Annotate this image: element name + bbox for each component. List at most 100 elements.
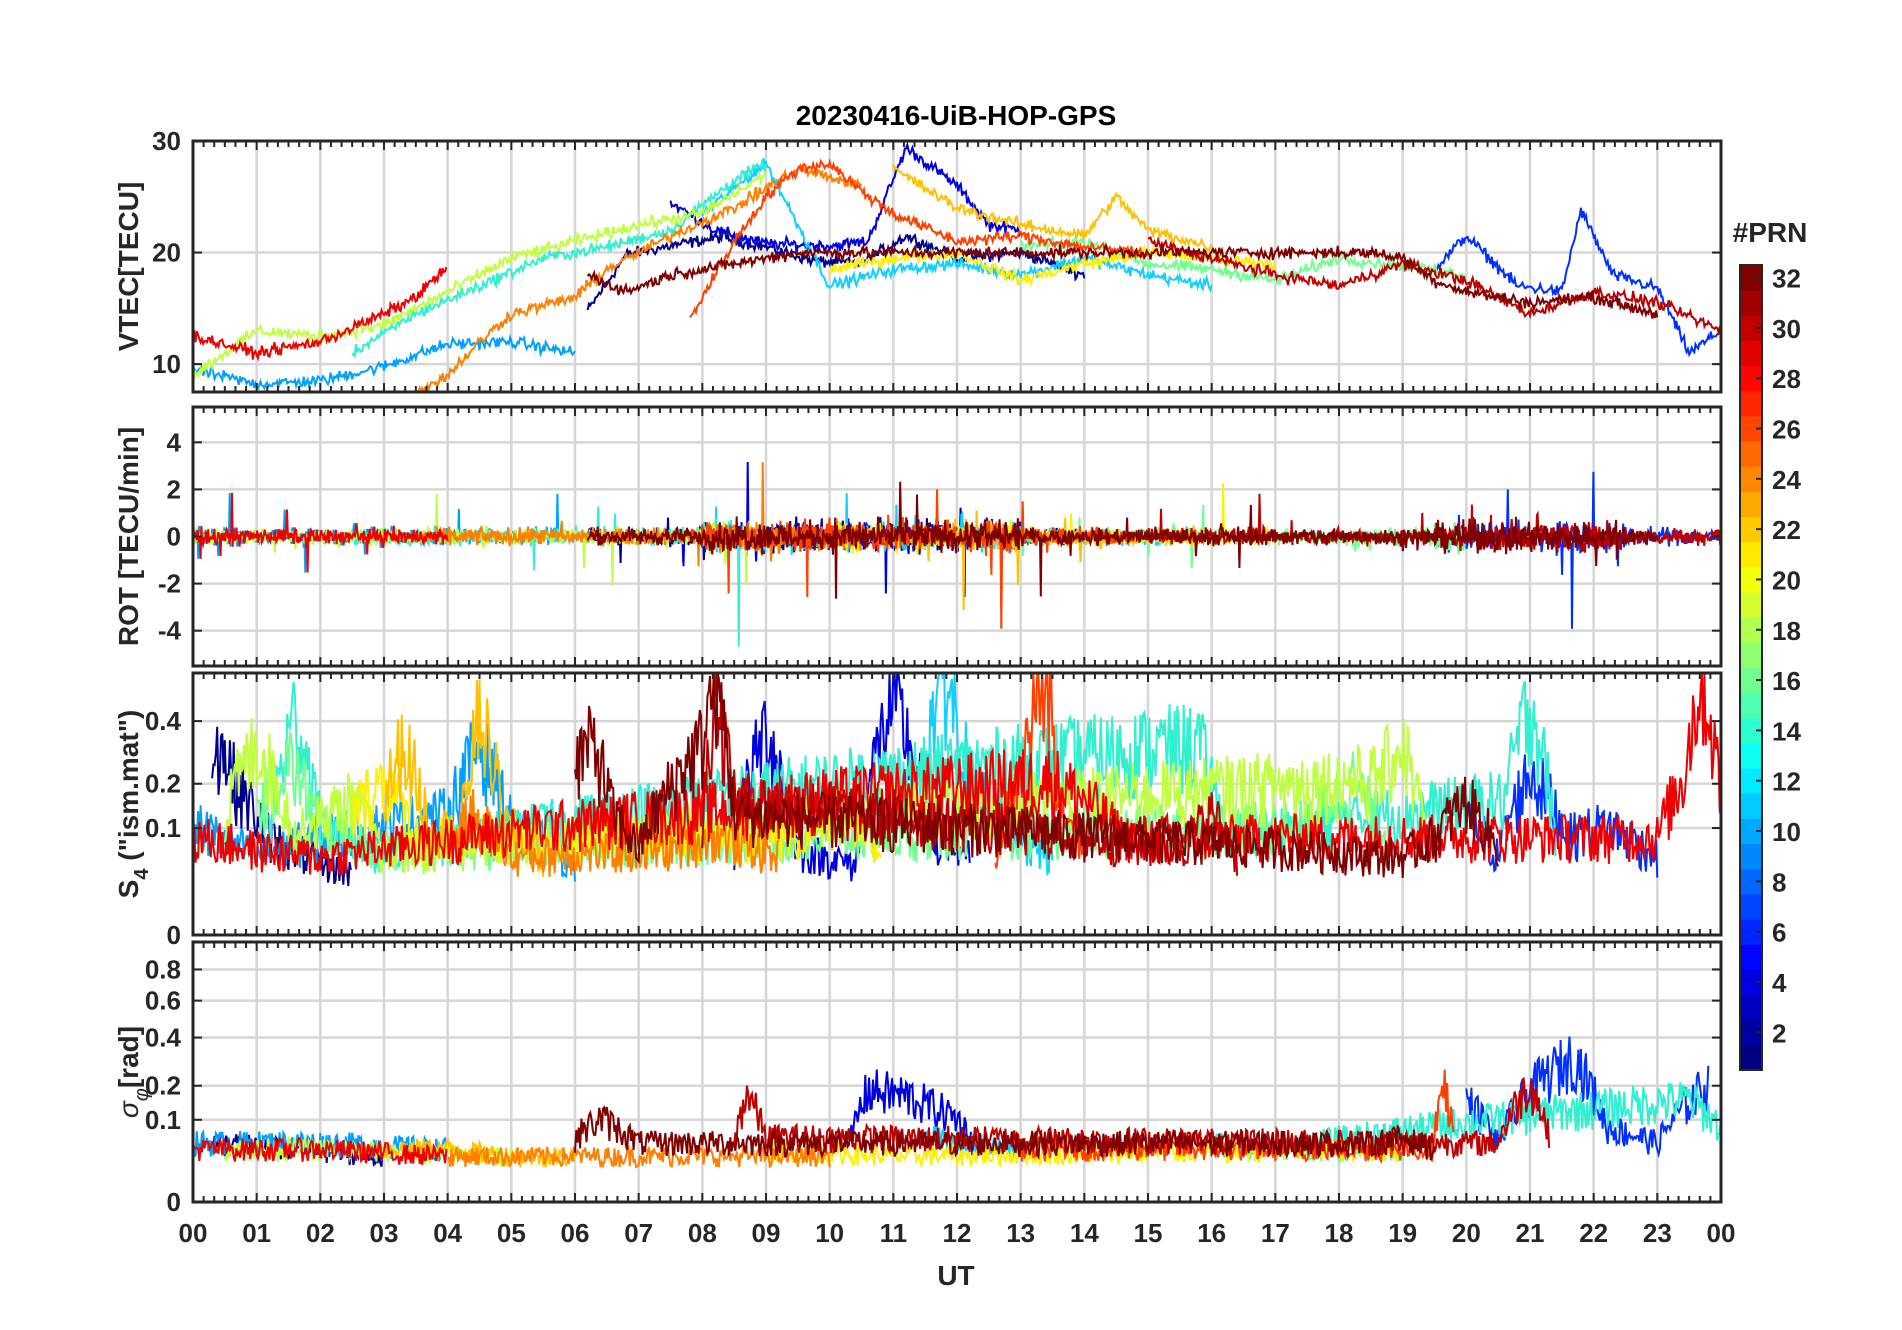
- colorbar-segment: [1740, 390, 1762, 417]
- x-tick-label: 04: [433, 1218, 462, 1248]
- series-line-prn-7: [1465, 754, 1659, 878]
- colorbar-segment: [1740, 516, 1762, 543]
- x-tick-label: 23: [1643, 1218, 1672, 1248]
- series-line-prn-4: [669, 141, 1022, 255]
- traces-rot: [193, 461, 1721, 647]
- series-line-prn-29: [193, 266, 448, 362]
- colorbar-segment: [1740, 642, 1762, 668]
- y-tick-label: 0.2: [145, 1071, 181, 1101]
- series-line-prn-29: [193, 1136, 448, 1165]
- series-line-prn-32: [574, 673, 1500, 879]
- x-axis-label: UT: [937, 1260, 974, 1291]
- x-tick-label: 21: [1516, 1218, 1545, 1248]
- series-line-prn-31: [1147, 235, 1721, 336]
- colorbar-segment: [1740, 919, 1762, 945]
- colorbar-segment: [1740, 994, 1762, 1021]
- x-tick-label: 16: [1197, 1218, 1226, 1248]
- series-line-prn-32: [574, 1105, 1436, 1161]
- x-tick-label: 12: [943, 1218, 972, 1248]
- colorbar-segment: [1740, 466, 1762, 492]
- x-ticks-sigma: [192, 942, 1722, 1203]
- series-line-prn-14: [351, 159, 767, 360]
- y-tick-label: 4: [167, 427, 182, 457]
- y-axis-label-rot: ROT [TECU/min]: [113, 427, 144, 646]
- x-ticks-s4: [192, 673, 1722, 936]
- colorbar-segment: [1740, 541, 1762, 568]
- colorbar-tick-label: 20: [1772, 565, 1801, 595]
- colorbar-segment: [1740, 843, 1762, 870]
- colorbar-frame: [1739, 264, 1763, 1071]
- series-line-prn-29: [193, 673, 1721, 876]
- x-ticks-vtec: [192, 140, 1722, 392]
- x-tick-label: 01: [242, 1218, 271, 1248]
- y-axis-label-sigma: σφ[rad]: [113, 1026, 153, 1118]
- colorbar-segment: [1740, 768, 1762, 794]
- panel-vtec: 10 20 30 VTEC[TECU]: [113, 126, 1723, 394]
- x-tick-label: 07: [624, 1218, 653, 1248]
- x-tick-label: 05: [497, 1218, 526, 1248]
- series-line-prn-4: [848, 1069, 978, 1156]
- x-tick-label: 14: [1070, 1218, 1099, 1248]
- y-tick-label: 0: [167, 1187, 181, 1217]
- y-axis-label-vtec: VTEC[TECU]: [113, 182, 144, 352]
- series-line-prn-32: [586, 481, 1658, 599]
- colorbar-segment: [1740, 818, 1762, 845]
- y-tick-label: 0.6: [145, 986, 181, 1016]
- colorbar-tick-label: 32: [1772, 264, 1801, 294]
- colorbar-segment: [1740, 315, 1762, 341]
- y-tick-label: 0.2: [145, 769, 181, 799]
- y-tick-label: 10: [152, 349, 181, 379]
- colorbar-segment: [1740, 491, 1762, 518]
- colorbar-segment: [1740, 441, 1762, 467]
- colorbar-segment: [1740, 1044, 1762, 1071]
- y-tick-label: -4: [158, 616, 182, 646]
- series-line-prn-18: [193, 171, 767, 379]
- colorbar-tick-label: 24: [1772, 465, 1801, 495]
- series-line-prn-23: [892, 164, 1213, 253]
- y-tick-label: 0.4: [145, 706, 182, 736]
- colorbar-segment: [1740, 793, 1762, 819]
- panel-s4: 0 0.1 0.2 0.4S4 ("ism.mat"): [113, 671, 1723, 950]
- colorbar-segment: [1740, 265, 1762, 291]
- y-tick-label: 30: [152, 126, 181, 156]
- traces-vtec: [193, 141, 1721, 392]
- x-tick-labels: 00 01 02 03 04 05 06 07 08 09 10 11 12 13 14 15 16 17 18 19…: [179, 1218, 1736, 1248]
- colorbar-tick-label: 26: [1772, 415, 1801, 445]
- colorbar-segment: [1740, 340, 1762, 367]
- panel-rot: -4 -2 0 2 4 ROT [TECU/min]: [113, 405, 1723, 668]
- colorbar-tick-label: 10: [1772, 817, 1801, 847]
- series-line-prn-7: [1433, 207, 1721, 358]
- series-line-prn-27: [688, 489, 1149, 629]
- x-tick-label: 02: [306, 1218, 335, 1248]
- colorbar-segment: [1740, 667, 1762, 694]
- colorbar-tick-label: 6: [1772, 918, 1786, 948]
- x-tick-label: 08: [688, 1218, 717, 1248]
- colorbar-segment: [1740, 969, 1762, 996]
- x-ticks-rot: [192, 407, 1722, 666]
- y-tick-label: 0.1: [145, 1105, 181, 1135]
- x-tick-label: 11: [880, 1218, 908, 1248]
- y-axis-label-s4: S4 ("ism.mat"): [113, 710, 153, 899]
- x-tick-label: 10: [815, 1218, 844, 1248]
- traces-sigma: [193, 1036, 1721, 1170]
- x-tick-label: 17: [1261, 1218, 1290, 1248]
- colorbar-segment: [1740, 692, 1762, 719]
- colorbar-tick-label: 4: [1772, 968, 1787, 998]
- colorbar-segment: [1740, 566, 1762, 593]
- colorbar-segment: [1740, 415, 1762, 442]
- colorbar-tick-label: 12: [1772, 767, 1801, 797]
- colorbar-segment: [1740, 365, 1762, 392]
- colorbar-tick-label: 14: [1772, 716, 1801, 746]
- y-tick-label: 2: [167, 474, 181, 504]
- colorbar-segment: [1740, 592, 1762, 618]
- colorbar-segment: [1740, 893, 1762, 920]
- colorbar-segment: [1740, 944, 1762, 970]
- colorbar-segment: [1740, 868, 1762, 895]
- x-tick-label: 09: [752, 1218, 781, 1248]
- x-tick-label: 00: [179, 1218, 208, 1248]
- colorbar-segment: [1740, 617, 1762, 643]
- x-tick-label: 06: [561, 1218, 590, 1248]
- series-line-prn-7: [1465, 1036, 1710, 1159]
- colorbar-segment: [1740, 742, 1762, 769]
